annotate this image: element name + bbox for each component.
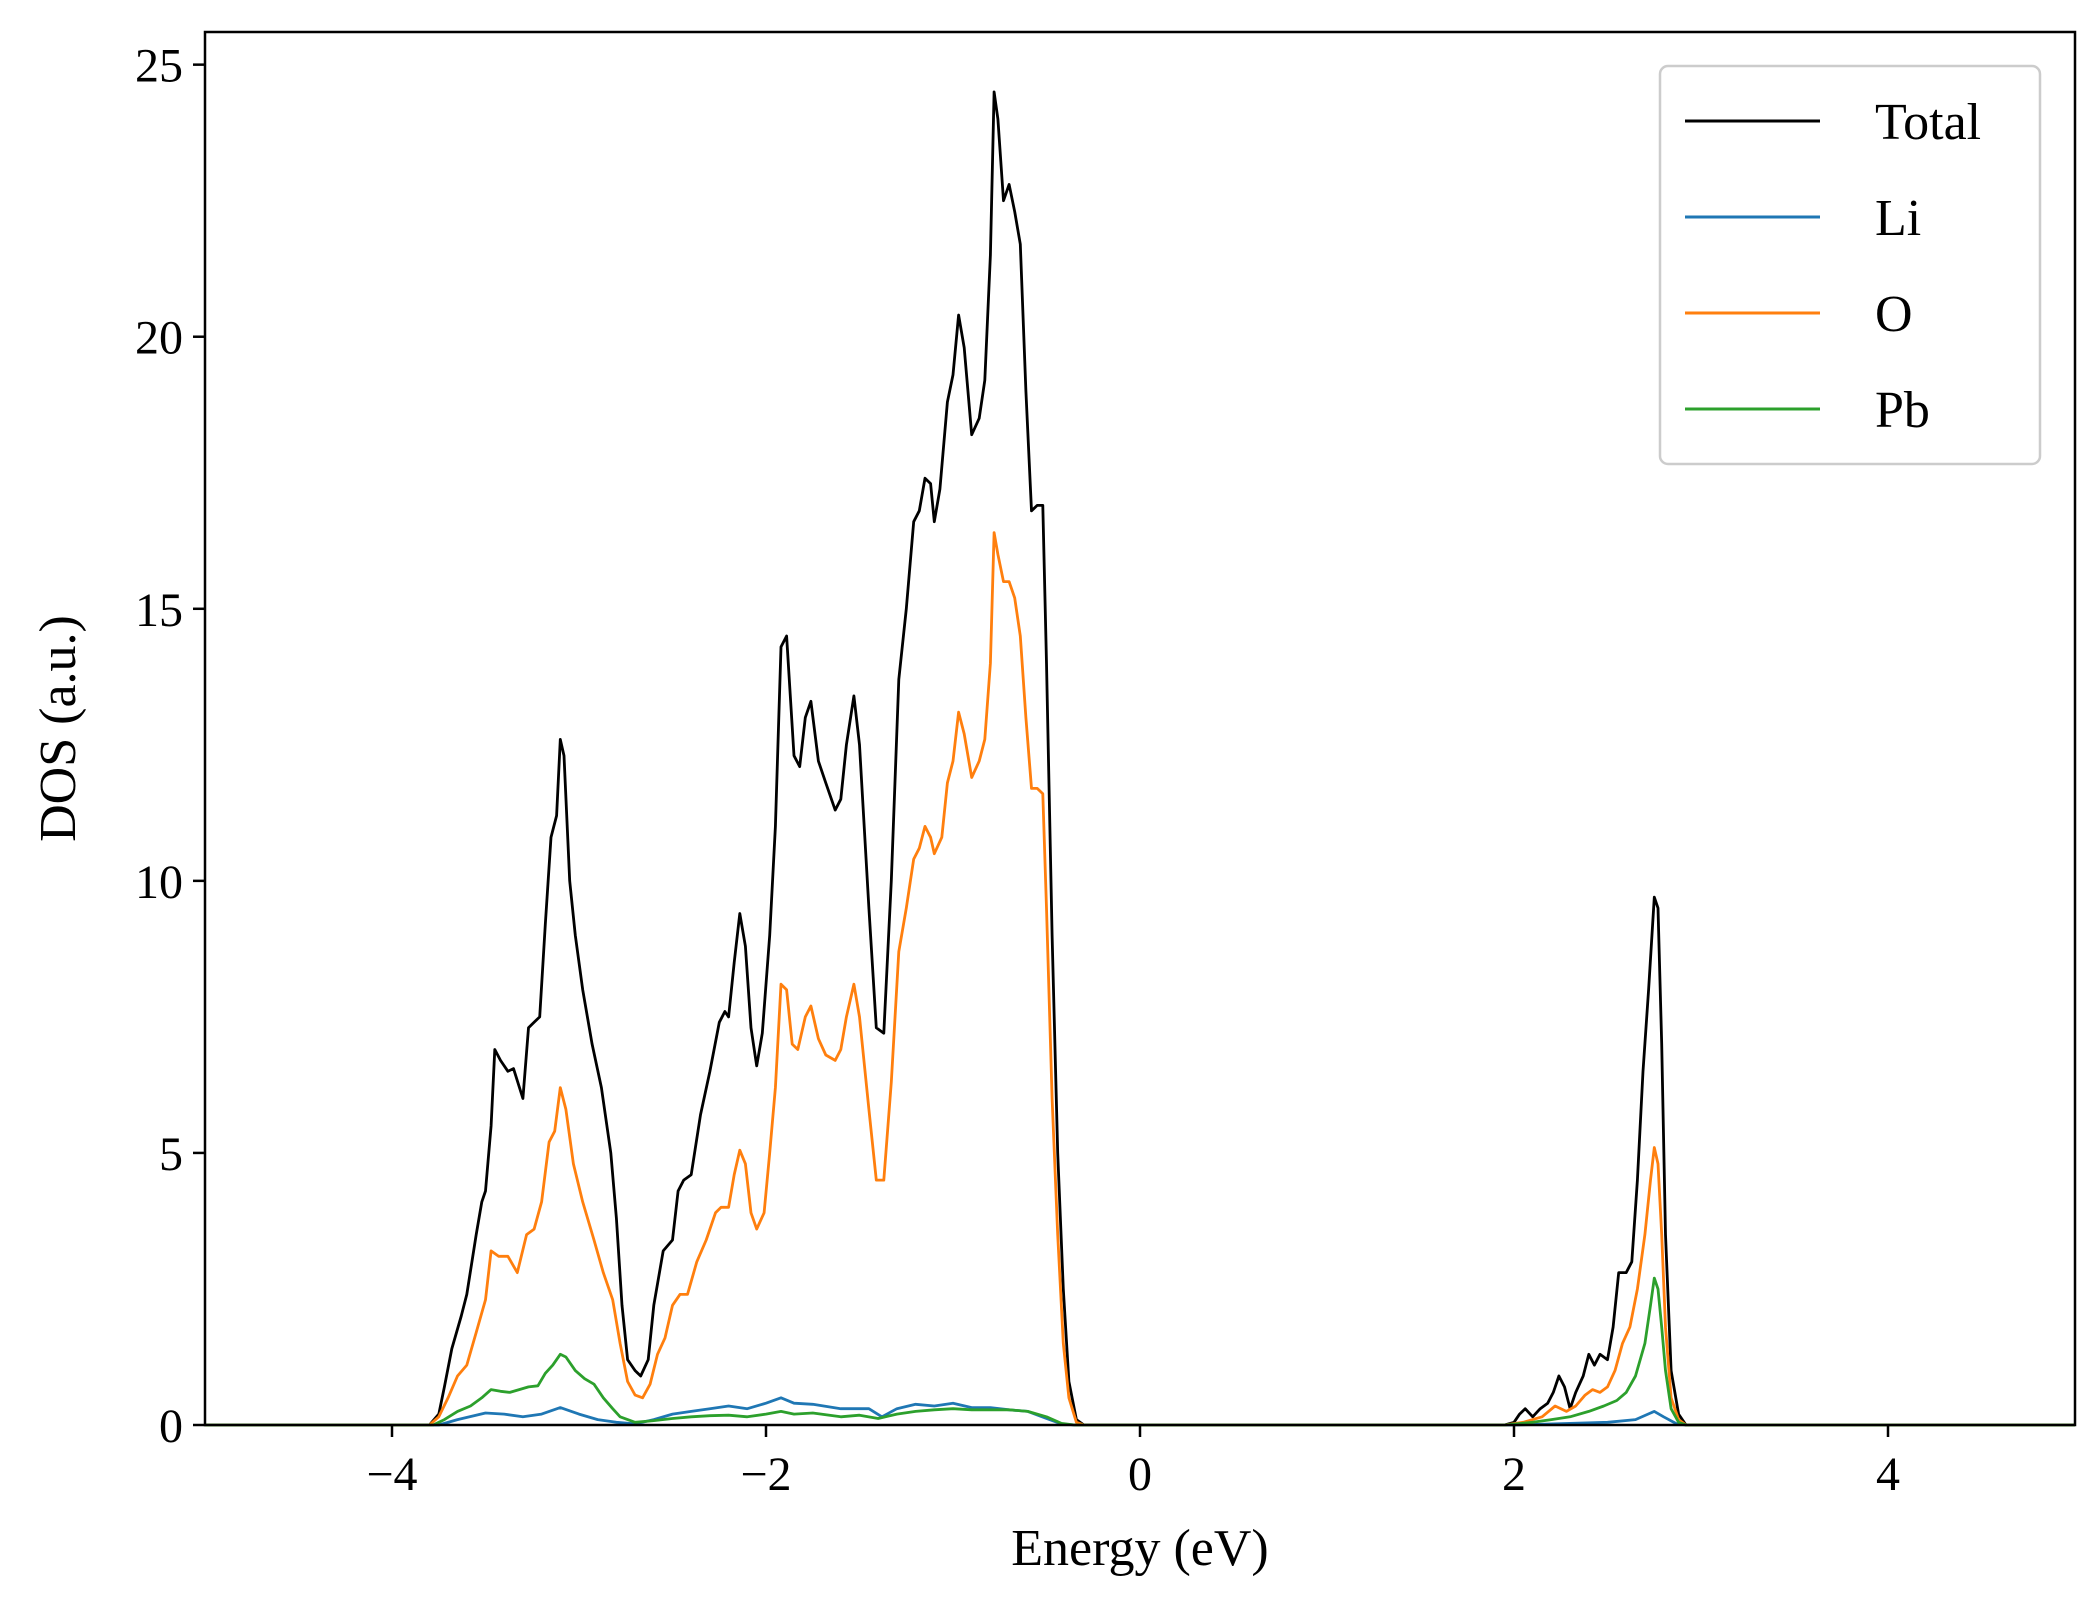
- y-axis-title: DOS (a.u.): [30, 615, 87, 842]
- x-axis-ticks: −4 −2 0 2 4: [366, 1425, 1900, 1501]
- series-line-pb: [205, 1276, 2075, 1427]
- x-tick-label: 2: [1502, 1448, 1526, 1501]
- x-tick-label: 4: [1876, 1448, 1900, 1501]
- legend-label-li: Li: [1875, 190, 1921, 247]
- legend-label-o: O: [1875, 286, 1913, 343]
- y-tick-label: 25: [135, 40, 183, 93]
- legend-box: [1658, 64, 2042, 466]
- y-tick-label: 20: [135, 312, 183, 365]
- series-line-o: [205, 531, 2075, 1427]
- x-tick-label: −2: [740, 1448, 791, 1501]
- series-line-total: [205, 90, 2075, 1427]
- x-tick-label: 0: [1128, 1448, 1152, 1501]
- legend-label-pb: Pb: [1875, 382, 1930, 439]
- x-tick-label: −4: [366, 1448, 417, 1501]
- y-tick-label: 0: [159, 1400, 183, 1453]
- y-tick-label: 10: [135, 856, 183, 909]
- y-axis-ticks: 0 5 10 15 20 25: [135, 40, 205, 1453]
- legend-label-total: Total: [1875, 94, 1981, 151]
- series-line-li: [205, 1396, 2075, 1427]
- y-tick-label: 15: [135, 584, 183, 637]
- legend: Total Li O Pb: [1658, 64, 2042, 466]
- y-tick-label: 5: [159, 1128, 183, 1181]
- x-axis-title: Energy (eV): [1011, 1520, 1269, 1577]
